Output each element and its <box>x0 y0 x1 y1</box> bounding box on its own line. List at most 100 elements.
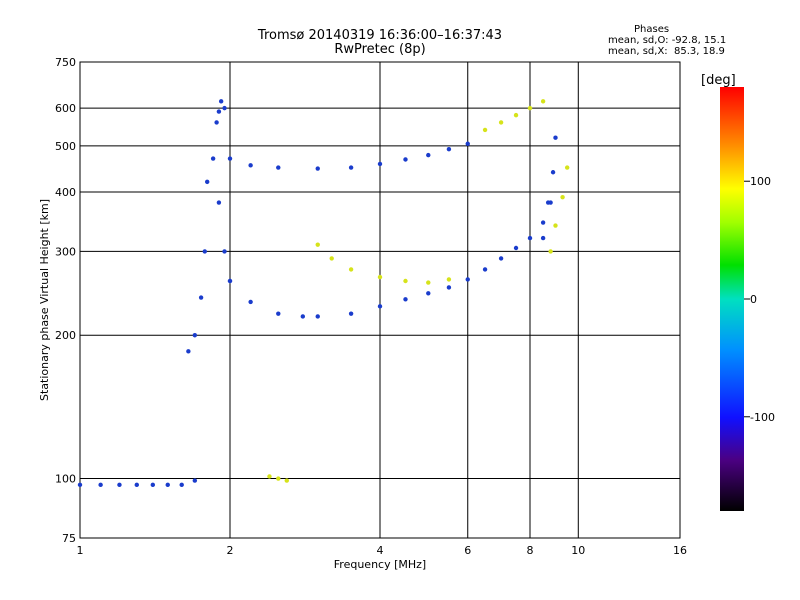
colorbar-gradient <box>720 87 744 511</box>
colorbar-label: [deg] <box>701 73 736 88</box>
x-tick-label: 1 <box>77 544 84 557</box>
data-point <box>446 146 452 152</box>
axes: 1 2 4 6 8 10 16 75 100 200 300 400 500 600 750 <box>55 56 687 557</box>
data-point <box>465 141 470 146</box>
stats-heading: Phases <box>634 24 670 35</box>
data-point <box>560 194 565 200</box>
y-tick-label: 750 <box>55 56 76 69</box>
x-tick-label: 10 <box>571 544 585 557</box>
data-point <box>214 120 219 125</box>
data-point <box>150 482 156 488</box>
colorbar-tick-label: 100 <box>750 175 771 188</box>
data-point <box>540 235 546 241</box>
data-point <box>222 105 227 111</box>
data-point <box>403 278 408 284</box>
data-point <box>426 152 431 158</box>
chart-title: Tromsø 20140319 16:36:00–16:37:43 <box>257 28 503 43</box>
data-point <box>348 267 354 272</box>
data-point <box>300 314 306 319</box>
x-tick-label: 6 <box>464 544 471 557</box>
y-tick-label: 300 <box>55 245 76 258</box>
data-point <box>248 299 253 305</box>
data-point <box>216 109 222 114</box>
y-tick-label: 400 <box>55 186 76 199</box>
data-point <box>117 482 122 488</box>
data-point <box>210 156 216 161</box>
data-point <box>329 256 334 261</box>
data-point <box>186 349 191 354</box>
x-tick-label: 2 <box>227 544 234 557</box>
data-point <box>527 105 533 111</box>
data-point <box>553 223 558 228</box>
data-point <box>98 482 103 488</box>
data-point <box>227 278 233 284</box>
data-point <box>377 274 383 280</box>
data-point <box>202 249 207 254</box>
stats-x-mode: mean, sd,X: 85.3, 18.9 <box>608 46 725 57</box>
data-point <box>192 478 198 483</box>
data-point <box>315 242 320 247</box>
data-point <box>276 476 281 481</box>
data-points <box>77 99 570 488</box>
data-point <box>564 165 570 170</box>
data-point <box>426 291 431 296</box>
data-point <box>284 478 289 483</box>
x-tick-label: 16 <box>673 544 687 557</box>
colorbar: 100 0 -100 <box>720 87 775 511</box>
data-point <box>527 235 533 241</box>
data-point <box>222 249 227 254</box>
data-point <box>377 304 383 309</box>
grid <box>80 62 680 538</box>
data-point <box>276 165 281 170</box>
data-point <box>348 311 354 316</box>
data-point <box>446 277 452 282</box>
data-point <box>403 157 408 162</box>
data-point <box>426 280 431 285</box>
x-tick-label: 4 <box>377 544 384 557</box>
y-tick-label: 500 <box>55 140 76 153</box>
data-point <box>204 179 210 185</box>
data-point <box>465 277 470 282</box>
x-axis-label: Frequency [MHz] <box>334 558 426 571</box>
data-point <box>134 482 139 488</box>
data-point <box>227 156 233 161</box>
data-point <box>198 295 204 300</box>
y-tick-label: 75 <box>62 532 76 545</box>
data-point <box>248 163 253 168</box>
data-point <box>498 256 504 261</box>
x-tick-label: 8 <box>527 544 534 557</box>
data-point <box>545 200 551 205</box>
colorbar-tick-label: -100 <box>750 411 775 424</box>
colorbar-tick-label: 0 <box>750 293 757 306</box>
data-point <box>267 474 272 479</box>
data-point <box>513 245 519 251</box>
y-tick-label: 600 <box>55 102 76 115</box>
data-point <box>179 482 184 488</box>
y-tick-label: 200 <box>55 329 76 342</box>
y-axis-label: Stationary phase Virtual Height [km] <box>38 199 51 401</box>
data-point <box>482 127 488 133</box>
data-point <box>165 482 170 488</box>
data-point <box>446 285 452 290</box>
data-point <box>540 99 546 104</box>
data-point <box>548 249 553 254</box>
data-point <box>553 135 558 140</box>
data-point <box>403 297 408 302</box>
data-point <box>216 200 222 205</box>
data-point <box>192 333 198 338</box>
data-point <box>498 120 504 125</box>
data-point <box>315 314 320 319</box>
data-point <box>482 267 488 272</box>
data-point <box>348 165 354 170</box>
data-point <box>513 112 519 118</box>
stats-o-mode: mean, sd,O: -92.8, 15.1 <box>608 35 727 46</box>
chart-subtitle: RwPretec (8p) <box>334 42 426 57</box>
data-point <box>276 311 281 316</box>
y-tick-label: 100 <box>55 473 76 486</box>
data-point <box>550 170 556 175</box>
data-point <box>377 161 383 167</box>
data-point <box>218 99 224 104</box>
data-point <box>315 166 320 171</box>
data-point <box>77 482 83 488</box>
